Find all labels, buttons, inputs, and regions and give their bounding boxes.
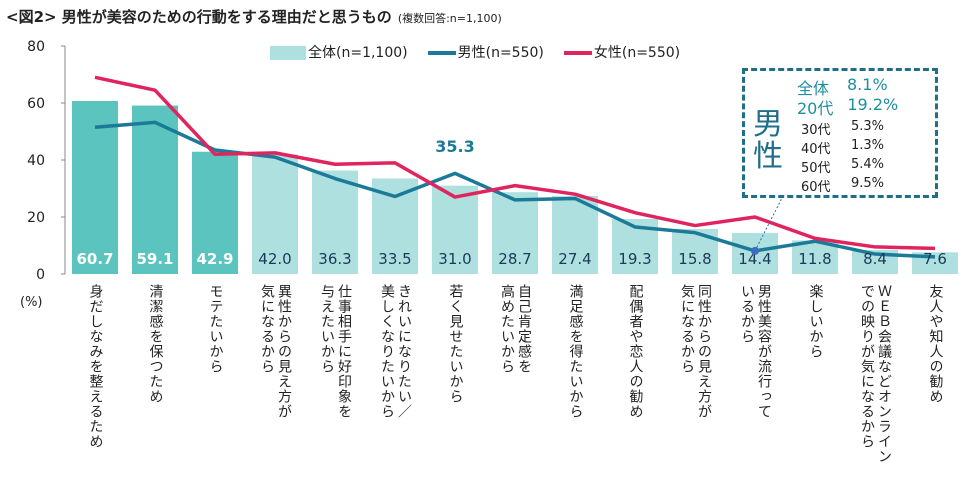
legend-male: 男性(n=550)	[427, 42, 544, 62]
bar	[72, 101, 118, 274]
callout-row: 60代 9.5%	[801, 176, 901, 195]
bar	[312, 170, 358, 274]
bar-value-label: 7.6	[923, 250, 947, 268]
category-label: 友人や知人の勧め	[927, 284, 944, 404]
bar-value-label: 8.4	[863, 250, 887, 268]
male-breakdown-callout: 男性 全体 8.1% 20代 19.2% 30代 5.3% 40代 1.3% 50代 5.4% 60…	[742, 68, 938, 198]
title-text: <図2> 男性が美容のための行動をする理由だと思うもの	[6, 8, 392, 26]
legend: 全体(n=1,100) 男性(n=550) 女性(n=550)	[270, 42, 680, 62]
callout-row: 20代 19.2%	[797, 95, 898, 119]
bar-value-label: 31.0	[438, 250, 471, 268]
callout-row: 40代 1.3%	[801, 138, 901, 157]
category-label: 配偶者や恋人の勧め	[627, 284, 644, 419]
bar-value-label: 60.7	[76, 250, 113, 268]
bar-value-label: 42.0	[258, 250, 291, 268]
category-label: 満足感を得たいから	[567, 284, 584, 419]
callout-row: 50代 5.4%	[801, 157, 901, 176]
y-tick-label: 60	[27, 96, 45, 112]
category-label: 若く見せたいから	[447, 284, 464, 404]
category-label: 自己肯定感を 高めたいから	[499, 284, 532, 374]
chart-title: <図2> 男性が美容のための行動をする理由だと思うもの (複数回答:n=1,100…	[6, 6, 502, 27]
bar	[372, 178, 418, 274]
bar-value-label: 11.8	[798, 250, 831, 268]
y-tick-label: 0	[36, 267, 45, 283]
callout-value: 1.3%	[851, 138, 885, 153]
bar-value-label: 27.4	[558, 250, 591, 268]
y-tick-label: 40	[27, 153, 45, 169]
y-tick-label: 20	[27, 210, 45, 226]
category-label: モテたいから	[207, 284, 224, 374]
callout-pointer	[754, 197, 783, 252]
callout-age: 30代	[801, 123, 831, 138]
legend-all: 全体(n=1,100)	[270, 42, 408, 62]
y-axis-label: (%)	[20, 295, 43, 310]
bar	[252, 154, 298, 274]
bar-value-label: 15.8	[678, 250, 711, 268]
bar-value-label: 33.5	[378, 250, 411, 268]
bar-value-label: 59.1	[136, 250, 173, 268]
callout-value: 19.2%	[847, 95, 899, 114]
callout-value: 9.5%	[851, 176, 885, 191]
callout-age: 40代	[801, 142, 831, 157]
bar-value-label: 36.3	[318, 250, 351, 268]
callout-age: 20代	[797, 99, 834, 118]
bar	[132, 105, 178, 274]
callout-row: 30代 5.3%	[801, 119, 901, 138]
callout-age: 全体	[797, 79, 830, 98]
callout-age: 60代	[801, 180, 831, 195]
bar	[552, 195, 598, 274]
bar	[492, 192, 538, 274]
bar	[432, 185, 478, 274]
callout-marker	[751, 246, 759, 255]
bar-value-label: 28.7	[498, 250, 531, 268]
callout-value: 8.1%	[847, 75, 888, 94]
category-label: 異性からの見え方が 気になるから	[259, 284, 292, 419]
callout-age: 50代	[801, 161, 831, 176]
category-label: 男性美容が流行って いるから	[739, 284, 772, 419]
category-label: 楽しいから	[807, 284, 824, 359]
category-label: 身だしなみを整えるため	[87, 284, 104, 449]
callout-value: 5.3%	[851, 119, 885, 134]
category-label: 清潔感を保つため	[147, 284, 164, 404]
bar-value-label: 14.4	[738, 250, 771, 268]
y-tick-label: 80	[27, 39, 45, 55]
category-label: ＷＥＢ会議などオンライン での映りが気になるから	[859, 284, 892, 464]
category-label: きれいになりたい／ 美しくなりたいから	[379, 284, 412, 419]
bar-value-label: 19.3	[618, 250, 651, 268]
male-peak-label: 35.3	[435, 137, 474, 156]
callout-row: 全体 8.1%	[797, 75, 897, 99]
subtitle: (複数回答:n=1,100)	[397, 12, 502, 25]
callout-value: 5.4%	[851, 157, 885, 172]
legend-female: 女性(n=550)	[563, 42, 680, 62]
category-label: 仕事相手に好印象を 与えたいから	[319, 284, 352, 419]
bar-value-label: 42.9	[196, 250, 233, 268]
callout-label: 男性	[753, 107, 783, 174]
category-label: 同性からの見え方が 気になるから	[679, 284, 712, 419]
bar	[192, 151, 238, 274]
